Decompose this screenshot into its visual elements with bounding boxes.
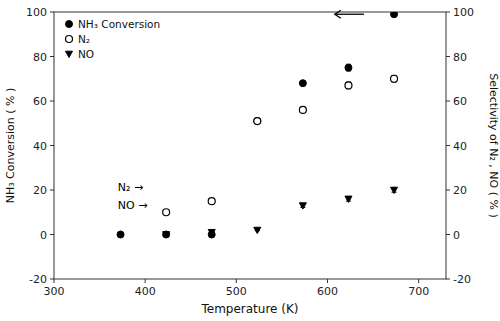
x-axis-label: Temperature (K) (200, 302, 298, 316)
x-tick-label: 400 (135, 285, 156, 298)
point (345, 196, 352, 202)
point (163, 232, 170, 238)
legend-marker (66, 36, 73, 43)
legend-marker (66, 51, 73, 57)
y2-tick (446, 56, 450, 57)
point (299, 80, 306, 87)
point (117, 231, 124, 238)
arrow-shaft (335, 14, 364, 15)
legend-label: NO (78, 48, 94, 60)
y-tick (50, 234, 54, 235)
y2-tick-label: 40 (453, 140, 467, 153)
x-tick (145, 279, 146, 283)
point (391, 12, 398, 18)
y-tick-label: 80 (33, 51, 47, 64)
legend: NH₃ Conversion N₂ NO (66, 18, 161, 60)
y-tick (50, 56, 54, 57)
y-tick (50, 279, 54, 280)
error-bar (346, 64, 351, 71)
y-tick (50, 12, 54, 13)
arrow-head (335, 10, 341, 18)
chart-container: 300 400 500 600 700 -20 0 20 40 60 80 100 -20 0 20 40 60… (0, 0, 500, 321)
y2-tick (446, 234, 450, 235)
y2-tick-label: -20 (453, 273, 471, 286)
legend-label: NH₃ Conversion (78, 18, 160, 30)
series (163, 75, 398, 216)
point (345, 82, 352, 89)
x-tick (236, 279, 237, 283)
y2-tick-label: 100 (453, 6, 474, 19)
y2-tick (446, 101, 450, 102)
y2-axis-label: Selectivity of N₂ , NO ( % ) (487, 73, 500, 218)
x-tick-label: 600 (317, 285, 338, 298)
point (391, 75, 398, 82)
y2-tick-label: 20 (453, 184, 467, 197)
series (163, 187, 398, 238)
y-tick-label: 0 (40, 229, 47, 242)
error-bar (346, 82, 351, 89)
data-layer (117, 12, 397, 238)
y-tick (50, 190, 54, 191)
annotation: N₂ → (118, 181, 143, 194)
x-tick (418, 279, 419, 283)
x-tick (54, 279, 55, 283)
y2-tick (446, 279, 450, 280)
series (117, 12, 397, 238)
point (254, 227, 261, 233)
legend-label: N₂ (78, 33, 90, 45)
y-tick-label: 40 (33, 140, 47, 153)
y-tick-label: 100 (26, 6, 47, 19)
chart-svg: 300 400 500 600 700 -20 0 20 40 60 80 100 -20 0 20 40 60… (0, 0, 500, 321)
y2-tick-label: 0 (453, 229, 460, 242)
x-tick-label: 300 (44, 285, 65, 298)
x-tick-label: 500 (226, 285, 247, 298)
y-tick-label: 20 (33, 184, 47, 197)
y-tick (50, 101, 54, 102)
y2-tick (446, 190, 450, 191)
plot-frame (54, 12, 446, 279)
y2-tick (446, 145, 450, 146)
y-tick-label: 60 (33, 95, 47, 108)
y-axis-label: NH₃ Conversion ( % ) (4, 88, 17, 204)
y-tick (50, 145, 54, 146)
point (299, 106, 306, 113)
y-tick-label: -20 (29, 273, 47, 286)
y2-tick (446, 12, 450, 13)
point (345, 64, 352, 71)
point (208, 229, 215, 235)
point (208, 198, 215, 205)
y2-tick-label: 80 (453, 51, 467, 64)
point (299, 203, 306, 209)
point (391, 187, 398, 193)
point (163, 231, 170, 238)
y2-tick-label: 60 (453, 95, 467, 108)
point (254, 118, 261, 125)
legend-marker (66, 21, 73, 28)
error-bar (392, 75, 397, 82)
point (163, 209, 170, 216)
x-tick (327, 279, 328, 283)
annotation: NO → (118, 199, 148, 212)
point (254, 118, 261, 125)
x-tick-label: 700 (408, 285, 429, 298)
arrow (335, 10, 364, 18)
